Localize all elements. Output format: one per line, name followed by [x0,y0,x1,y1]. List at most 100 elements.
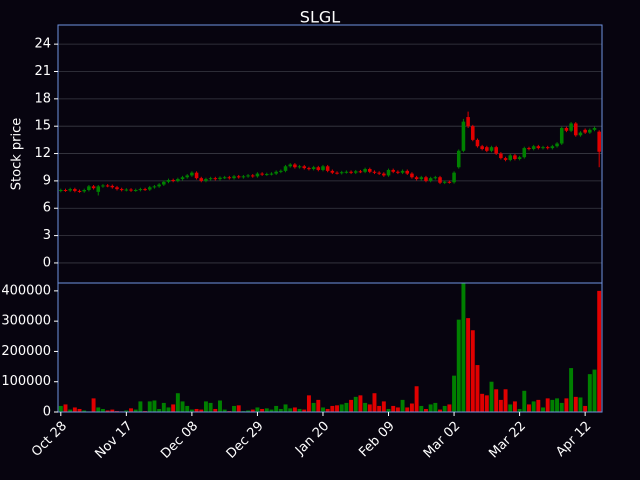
candle-body [194,172,199,179]
volume-bar [545,398,550,412]
candle-body [302,166,307,169]
volume-bar [105,410,110,412]
volume-panel-frame [57,282,603,413]
volume-bar [527,404,531,412]
volume-bar [339,404,344,412]
candle-body [321,166,325,170]
candle-body [485,147,489,151]
volume-bar [283,404,288,412]
volume-bar [213,408,218,412]
candle-body [559,128,564,144]
volume-bar [536,399,541,412]
candle-body [452,172,456,183]
volume-bar [218,400,222,412]
candle-body [311,167,316,170]
volume-bar [559,402,564,412]
volume-bar [335,405,339,412]
volume-bar [522,390,527,412]
candle-body [353,171,358,173]
candle-body [138,189,143,191]
volume-bar [447,404,452,412]
volume-bar [409,403,414,412]
candle-body [274,171,278,174]
volume-bar [171,404,176,412]
candle-body [176,179,180,181]
volume-bar [166,407,171,412]
candle-body [344,171,349,173]
y-tick-label: 3 [43,228,51,243]
candle-body [316,167,321,170]
volume-bar [236,405,241,412]
volume-bar [297,408,302,412]
volume-bar [260,408,265,412]
volume-bar [68,409,73,412]
volume-bar [138,401,143,412]
candle-body [63,190,68,192]
y-tick-label: 18 [34,91,51,106]
candle-body [396,171,400,173]
candle-body [391,169,395,172]
volume-bar [372,393,377,412]
candle-body [335,172,339,174]
candle-body [405,170,410,174]
candle-body [325,166,330,171]
volume-bar [353,396,358,412]
volume-bar [405,407,410,412]
candle-body [358,171,363,173]
volume-bar [587,374,592,412]
chart-title: SLGL [300,8,340,27]
volume-bar [157,408,162,412]
volume-bar [480,393,485,412]
candle-body [475,139,480,147]
candle-body [349,171,353,173]
candle-body [382,173,386,176]
candle-body [564,128,569,131]
volume-bar [419,405,424,412]
candle-body [143,189,147,191]
candle-body [541,147,545,149]
y-axis-label: Stock price [10,118,25,190]
candle-body [152,186,157,188]
volume-bar [414,386,419,412]
candle-body [119,189,124,191]
y-tick-label: 15 [34,119,51,134]
y-tick-label: 21 [34,64,51,79]
volume-bar [189,409,194,412]
volume-bar [400,399,405,412]
candle-body [517,157,522,160]
volume-bar [203,401,208,412]
candle-body [489,147,494,151]
volume-bar [246,410,251,412]
volume-bar [129,408,133,412]
volume-bar [456,319,461,412]
grid-layer [58,43,602,264]
candle-body [129,189,133,191]
volume-bar [395,407,400,412]
volume-bar [161,402,166,412]
candle-body [522,148,527,158]
candle-body [77,190,82,192]
volume-bar [133,409,138,412]
volume-bar [278,408,283,412]
volume-y-tick-label: 300000 [1,314,51,329]
volume-bar [592,369,597,412]
volume-bar [96,407,101,412]
volume-bar [512,401,517,412]
volume-bar [82,410,87,412]
candle-body [363,169,367,172]
candle-body [180,177,185,180]
candle-body [424,177,428,181]
volume-bar [77,408,82,412]
volume-bar [147,401,152,412]
volume-bar [367,404,372,412]
volume-bar [175,393,180,412]
candle-body [236,176,241,178]
candle-body [461,121,466,151]
volume-bar [555,398,560,412]
y-tick-label: 6 [43,201,51,216]
candle-body [597,131,601,152]
candle-body [536,146,541,149]
volume-bar [288,408,293,412]
volume-bar [306,395,311,412]
